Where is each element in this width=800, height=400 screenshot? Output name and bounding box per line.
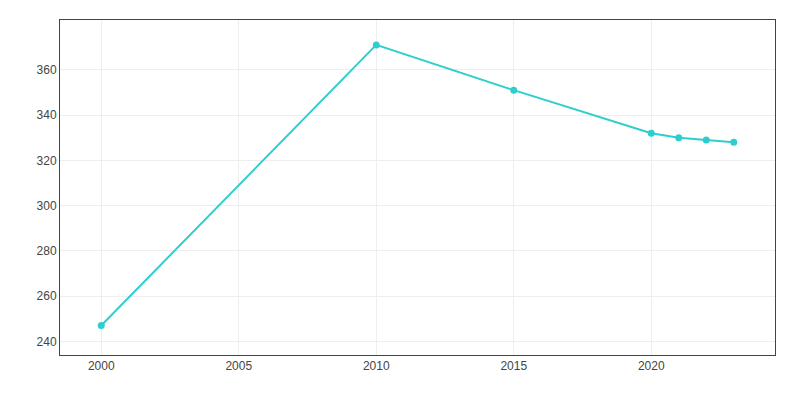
svg-text:360: 360 [37, 63, 57, 77]
svg-text:340: 340 [37, 108, 57, 122]
svg-text:2015: 2015 [500, 359, 527, 373]
svg-text:2005: 2005 [225, 359, 252, 373]
svg-text:260: 260 [37, 289, 57, 303]
svg-text:240: 240 [37, 335, 57, 349]
svg-text:320: 320 [37, 154, 57, 168]
svg-text:2000: 2000 [88, 359, 115, 373]
svg-text:2020: 2020 [638, 359, 665, 373]
svg-text:280: 280 [37, 244, 57, 258]
svg-text:2010: 2010 [363, 359, 390, 373]
svg-text:300: 300 [37, 199, 57, 213]
